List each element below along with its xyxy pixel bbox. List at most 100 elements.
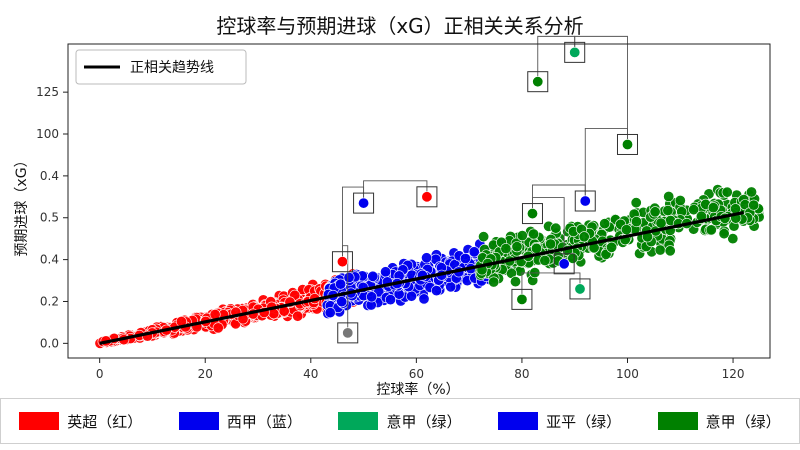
highlight-boxes bbox=[331, 35, 638, 344]
data-point bbox=[550, 222, 562, 234]
data-point bbox=[516, 230, 528, 242]
data-point bbox=[405, 290, 417, 302]
data-point bbox=[654, 244, 666, 256]
y-tick-label: 0.4 bbox=[40, 253, 59, 267]
data-point bbox=[418, 293, 430, 305]
connector-line bbox=[537, 35, 576, 82]
connector-line bbox=[584, 128, 628, 201]
data-point bbox=[324, 307, 336, 319]
highlighted-point bbox=[526, 208, 538, 220]
highlighted-point bbox=[532, 76, 544, 88]
data-point bbox=[500, 243, 512, 255]
connector-line bbox=[363, 180, 428, 204]
legend-item: 意甲（绿） bbox=[338, 411, 461, 432]
y-tick-label: 0.4 bbox=[40, 169, 59, 183]
legend-label: 亚平（绿） bbox=[546, 412, 622, 431]
highlight-box bbox=[337, 322, 359, 344]
data-point bbox=[649, 206, 661, 218]
highlighted-point bbox=[569, 46, 581, 58]
data-point bbox=[606, 241, 618, 253]
data-point bbox=[662, 205, 674, 217]
data-point bbox=[721, 186, 733, 198]
legend-label: 意甲（绿） bbox=[386, 412, 462, 431]
inner-legend-label: 正相关趋势线 bbox=[130, 60, 214, 76]
data-point bbox=[511, 241, 523, 253]
data-point bbox=[567, 252, 579, 264]
legend-item: 英超（红） bbox=[19, 411, 142, 432]
legend-item: 西甲（蓝） bbox=[178, 411, 302, 432]
data-point bbox=[578, 231, 590, 243]
highlight-box bbox=[353, 192, 375, 214]
data-point bbox=[509, 276, 521, 288]
data-point bbox=[530, 242, 542, 254]
highlighted-point bbox=[621, 138, 633, 150]
legend-swatch bbox=[178, 412, 219, 430]
data-point bbox=[367, 270, 379, 282]
data-point bbox=[335, 278, 347, 290]
highlighted-point bbox=[558, 258, 570, 270]
highlight-box bbox=[527, 71, 549, 93]
data-point bbox=[664, 245, 676, 257]
x-tick-label: 100 bbox=[616, 367, 639, 381]
data-point bbox=[748, 199, 760, 211]
data-point bbox=[459, 253, 471, 265]
data-point bbox=[336, 296, 348, 308]
data-point bbox=[718, 228, 730, 240]
y-tick-label: 100 bbox=[36, 127, 59, 141]
data-point bbox=[430, 285, 442, 297]
y-tick-label: 0.0 bbox=[40, 336, 59, 350]
highlight-box bbox=[511, 288, 533, 310]
legend-swatch bbox=[19, 412, 60, 430]
highlight-box bbox=[574, 190, 596, 212]
data-point bbox=[630, 197, 642, 209]
highlight-box bbox=[569, 278, 591, 300]
data-point bbox=[366, 291, 378, 303]
data-point bbox=[292, 310, 304, 322]
inner-legend-box bbox=[75, 49, 247, 85]
x-tick-label: 0 bbox=[96, 367, 104, 381]
legend-label: 西甲（蓝） bbox=[226, 412, 302, 431]
data-point bbox=[688, 204, 700, 216]
data-point bbox=[727, 233, 739, 245]
x-tick-label: 20 bbox=[198, 367, 213, 381]
highlighted-point bbox=[579, 195, 591, 207]
data-point bbox=[488, 276, 500, 288]
data-point bbox=[655, 217, 667, 229]
plot-area: 0 20 40 60 80 100 120 0.0 0.2 0.4 0.5 0.4 100 125 正相关趋… bbox=[36, 35, 771, 381]
highlighted-point bbox=[516, 293, 528, 305]
connector-line bbox=[521, 272, 581, 300]
legend-swatch bbox=[657, 412, 698, 430]
data-point bbox=[212, 322, 224, 334]
highlight-box bbox=[416, 186, 438, 208]
legend-label: 英超（红） bbox=[67, 412, 143, 431]
data-point bbox=[343, 271, 355, 283]
connector-line bbox=[342, 186, 365, 262]
y-axis-title: 预期进球（xG） bbox=[14, 153, 30, 256]
data-point bbox=[674, 195, 686, 207]
connector-line bbox=[532, 184, 586, 214]
data-point bbox=[630, 216, 642, 228]
data-point bbox=[384, 294, 396, 306]
y-tick-label: 0.2 bbox=[40, 294, 59, 308]
data-point bbox=[545, 238, 557, 250]
x-tick-label: 120 bbox=[722, 367, 745, 381]
y-tick-label: 125 bbox=[36, 85, 59, 99]
x-tick-label: 80 bbox=[514, 367, 529, 381]
data-point bbox=[663, 191, 675, 203]
highlighted-point bbox=[336, 256, 348, 268]
data-point bbox=[599, 218, 611, 230]
scatter-chart: 控球率与预期进球（xG）正相关关系分析 0 20 40 60 80 100 120 0.0 0.… bbox=[14, 14, 771, 398]
data-point bbox=[468, 246, 480, 258]
highlight-box bbox=[616, 133, 638, 155]
legend-swatch bbox=[498, 412, 539, 430]
inner-legend: 正相关趋势线 bbox=[75, 49, 247, 85]
data-point bbox=[539, 255, 551, 267]
highlight-box bbox=[521, 203, 543, 225]
legend-label: 意甲（绿） bbox=[705, 412, 781, 431]
data-point bbox=[707, 202, 719, 214]
highlight-box bbox=[553, 253, 575, 275]
trend-line bbox=[99, 210, 744, 345]
highlighted-point bbox=[421, 191, 433, 203]
data-point bbox=[620, 224, 632, 236]
bottom-legend: 英超（红） 西甲（蓝） 意甲（绿） 亚平（绿） 意甲（绿） bbox=[0, 398, 800, 444]
